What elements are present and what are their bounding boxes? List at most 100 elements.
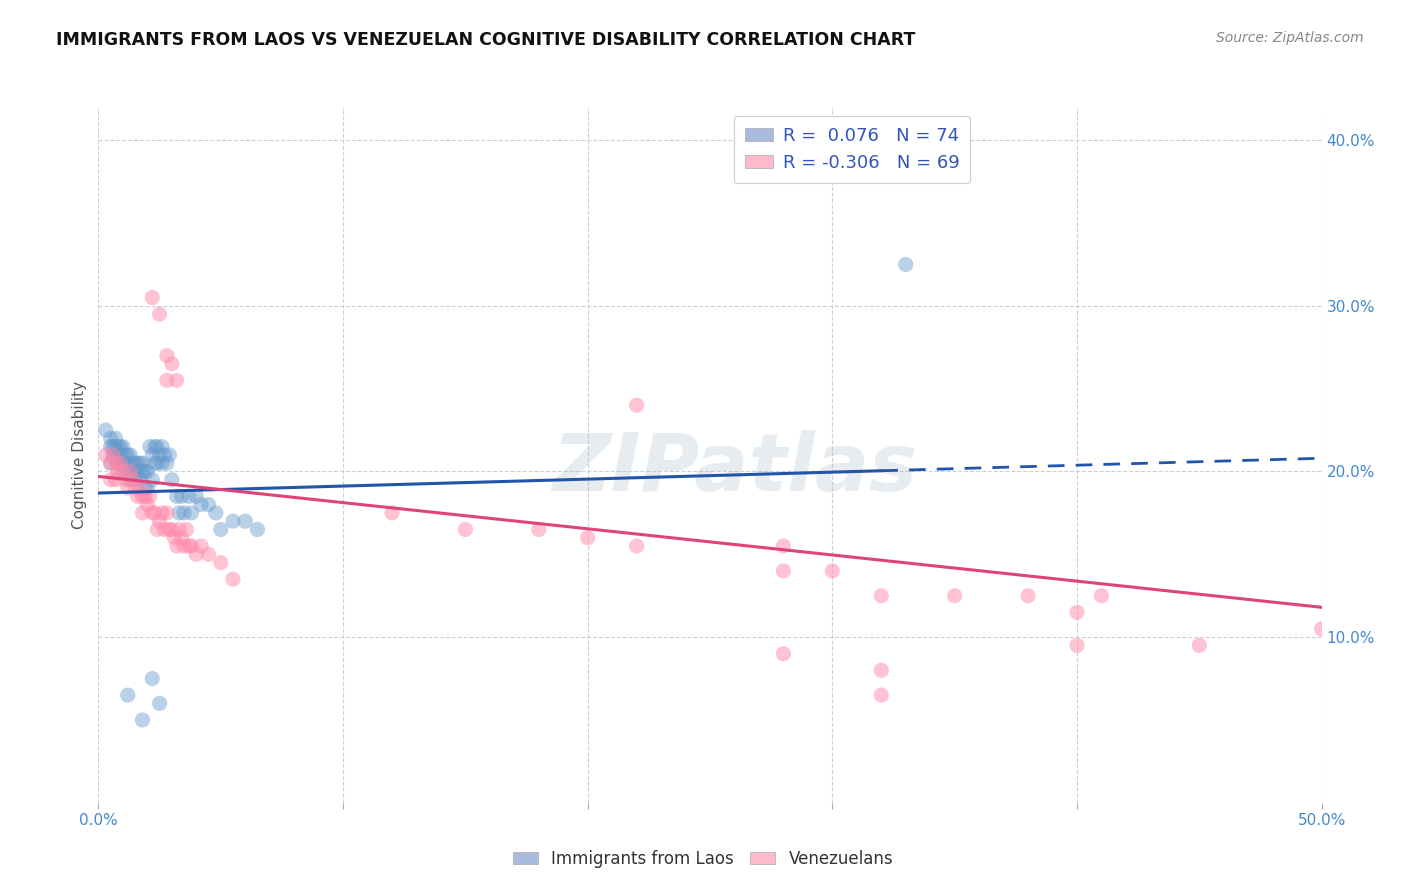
Point <box>381 506 404 520</box>
Point <box>110 448 132 462</box>
Point <box>129 473 152 487</box>
Point <box>117 456 139 470</box>
Point <box>131 456 153 470</box>
Point <box>134 481 156 495</box>
Point <box>114 448 136 462</box>
Point <box>156 456 179 470</box>
Point <box>129 481 152 495</box>
Point <box>166 489 188 503</box>
Point <box>101 448 124 462</box>
Point <box>163 531 186 545</box>
Point <box>141 672 163 686</box>
Point <box>136 465 159 479</box>
Point <box>177 539 200 553</box>
Point <box>104 431 127 445</box>
Point <box>180 539 202 553</box>
Point <box>101 440 124 454</box>
Point <box>101 448 124 462</box>
Point <box>124 473 146 487</box>
Point <box>120 465 142 479</box>
Point <box>121 465 143 479</box>
Point <box>100 440 122 454</box>
Point <box>821 564 844 578</box>
Point <box>107 465 129 479</box>
Point <box>120 473 142 487</box>
Point <box>772 564 794 578</box>
Text: Source: ZipAtlas.com: Source: ZipAtlas.com <box>1216 31 1364 45</box>
Point <box>186 547 208 561</box>
Point <box>114 456 136 470</box>
Point <box>127 456 149 470</box>
Point <box>131 465 153 479</box>
Point <box>111 456 134 470</box>
Point <box>157 448 180 462</box>
Point <box>173 539 195 553</box>
Point <box>190 539 212 553</box>
Point <box>870 688 893 702</box>
Point <box>1066 605 1088 619</box>
Point <box>134 465 156 479</box>
Point <box>246 523 269 537</box>
Point <box>117 481 139 495</box>
Point <box>129 456 152 470</box>
Point <box>104 473 127 487</box>
Point <box>1188 639 1211 653</box>
Point <box>576 531 599 545</box>
Point <box>139 440 162 454</box>
Point <box>141 291 163 305</box>
Point <box>149 307 172 321</box>
Point <box>111 465 134 479</box>
Point <box>107 456 129 470</box>
Point <box>156 373 179 387</box>
Point <box>626 398 648 412</box>
Point <box>222 514 245 528</box>
Point <box>121 473 143 487</box>
Point <box>127 465 149 479</box>
Point <box>124 456 146 470</box>
Point <box>141 473 163 487</box>
Point <box>209 556 232 570</box>
Point <box>1066 639 1088 653</box>
Point <box>1017 589 1039 603</box>
Point <box>943 589 966 603</box>
Point <box>153 523 176 537</box>
Point <box>205 506 228 520</box>
Point <box>197 547 219 561</box>
Text: ZIPatlas: ZIPatlas <box>553 430 917 508</box>
Point <box>146 456 169 470</box>
Point <box>180 506 202 520</box>
Point <box>120 465 142 479</box>
Point <box>111 440 134 454</box>
Point <box>150 506 173 520</box>
Text: IMMIGRANTS FROM LAOS VS VENEZUELAN COGNITIVE DISABILITY CORRELATION CHART: IMMIGRANTS FROM LAOS VS VENEZUELAN COGNI… <box>56 31 915 49</box>
Point <box>772 647 794 661</box>
Point <box>110 440 132 454</box>
Legend: R =  0.076   N = 74, R = -0.306   N = 69: R = 0.076 N = 74, R = -0.306 N = 69 <box>734 116 970 183</box>
Point <box>1090 589 1112 603</box>
Point <box>197 498 219 512</box>
Point <box>143 440 166 454</box>
Point <box>110 456 132 470</box>
Point <box>124 465 146 479</box>
Point <box>131 713 153 727</box>
Point <box>107 448 129 462</box>
Point <box>772 539 794 553</box>
Point <box>120 448 142 462</box>
Point <box>110 456 132 470</box>
Point <box>117 465 139 479</box>
Point <box>124 481 146 495</box>
Point <box>190 498 212 512</box>
Point <box>100 456 122 470</box>
Point <box>156 506 179 520</box>
Point <box>146 523 169 537</box>
Point <box>167 506 190 520</box>
Point <box>104 440 127 454</box>
Point <box>94 423 117 437</box>
Point <box>149 448 172 462</box>
Point <box>1310 622 1333 636</box>
Point <box>894 257 917 271</box>
Point <box>160 473 183 487</box>
Point <box>141 506 163 520</box>
Point <box>166 373 188 387</box>
Point <box>150 456 173 470</box>
